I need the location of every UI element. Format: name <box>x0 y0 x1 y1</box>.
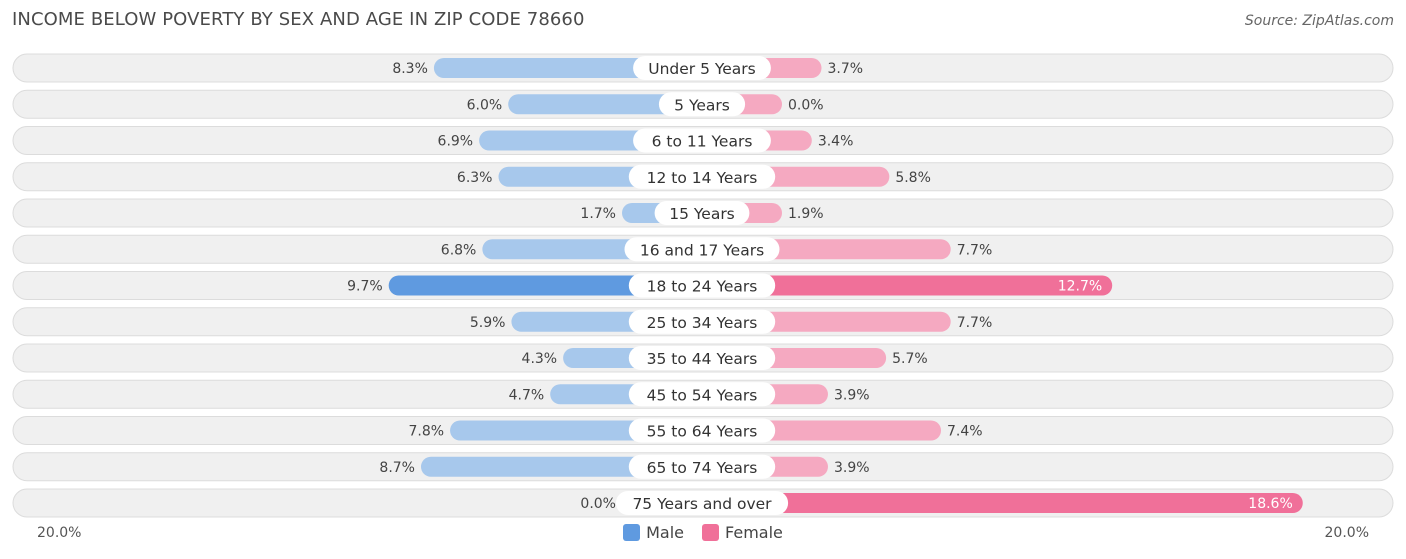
female-value-label: 1.9% <box>788 206 824 222</box>
male-bar <box>388 275 702 296</box>
category-label: 18 to 24 Years <box>647 278 758 296</box>
female-bar <box>702 275 1113 296</box>
male-bar <box>508 94 702 115</box>
chart: 8.3% 3.7% Under 5 Years 6.0% 0.0% 5 Years 6.9%… <box>12 53 1394 518</box>
category-pill <box>633 128 771 153</box>
category-label: 12 to 14 Years <box>647 169 758 187</box>
female-value-label: 3.9% <box>834 387 870 403</box>
category-pill <box>628 418 776 443</box>
category-pill <box>633 56 771 80</box>
category-pill <box>658 92 746 117</box>
female-value-label: 3.7% <box>828 61 864 77</box>
female-value-label: 12.7% <box>1058 279 1102 295</box>
source-label: Source: ZipAtlas.com <box>1244 13 1394 29</box>
category-label: 75 Years and over <box>632 495 772 513</box>
category-label: 5 Years <box>674 96 730 114</box>
female-value-label: 7.4% <box>947 424 983 440</box>
category-label: 65 to 74 Years <box>647 459 758 477</box>
category-label: 35 to 44 Years <box>647 350 758 368</box>
legend-female-label: Female <box>725 523 783 542</box>
male-value-label: 0.0% <box>580 496 616 512</box>
male-value-label: 8.3% <box>392 61 428 77</box>
category-pill <box>628 346 776 370</box>
category-label: 55 to 64 Years <box>647 423 758 441</box>
chart-title: INCOME BELOW POVERTY BY SEX AND AGE IN Z… <box>12 9 585 30</box>
female-value-label: 5.7% <box>892 351 928 367</box>
male-value-label: 6.8% <box>441 242 477 258</box>
male-value-label: 7.8% <box>408 424 444 440</box>
female-value-label: 5.8% <box>895 170 931 186</box>
female-value-label: 18.6% <box>1248 496 1292 512</box>
category-label: 25 to 34 Years <box>647 314 758 332</box>
category-pill <box>628 273 776 298</box>
male-value-label: 5.9% <box>470 315 506 331</box>
male-value-label: 9.7% <box>347 279 383 295</box>
female-value-label: 7.7% <box>957 315 993 331</box>
female-value-label: 7.7% <box>957 242 993 258</box>
male-value-label: 6.0% <box>467 97 503 113</box>
male-value-label: 1.7% <box>580 206 616 222</box>
legend-male: Male <box>623 523 684 542</box>
male-value-label: 8.7% <box>379 460 415 476</box>
category-label: 45 to 54 Years <box>647 386 758 404</box>
male-value-label: 6.3% <box>457 170 493 186</box>
category-label: 6 to 11 Years <box>652 133 753 151</box>
category-pill <box>615 491 789 515</box>
male-value-label: 6.9% <box>438 134 474 150</box>
male-value-label: 4.7% <box>509 387 545 403</box>
category-pill <box>628 164 776 189</box>
category-pill <box>624 237 780 262</box>
category-pill <box>628 454 776 479</box>
female-value-label: 3.4% <box>818 134 854 150</box>
category-pill <box>654 201 750 225</box>
category-label: 15 Years <box>669 205 735 223</box>
category-label: 16 and 17 Years <box>640 241 764 259</box>
female-bar <box>702 493 1303 513</box>
male-swatch <box>623 524 641 541</box>
legend: Male Female <box>0 523 1406 542</box>
category-label: Under 5 Years <box>648 60 756 78</box>
category-pill <box>628 309 776 334</box>
female-value-label: 3.9% <box>834 460 870 476</box>
female-swatch <box>702 524 720 541</box>
legend-male-label: Male <box>646 523 685 542</box>
category-pill <box>628 382 776 407</box>
female-value-label: 0.0% <box>788 97 824 113</box>
axis-right-label: 20.0% <box>1324 525 1369 541</box>
legend-female: Female <box>702 523 783 542</box>
male-value-label: 4.3% <box>522 351 558 367</box>
axis-left-label: 20.0% <box>37 525 82 541</box>
